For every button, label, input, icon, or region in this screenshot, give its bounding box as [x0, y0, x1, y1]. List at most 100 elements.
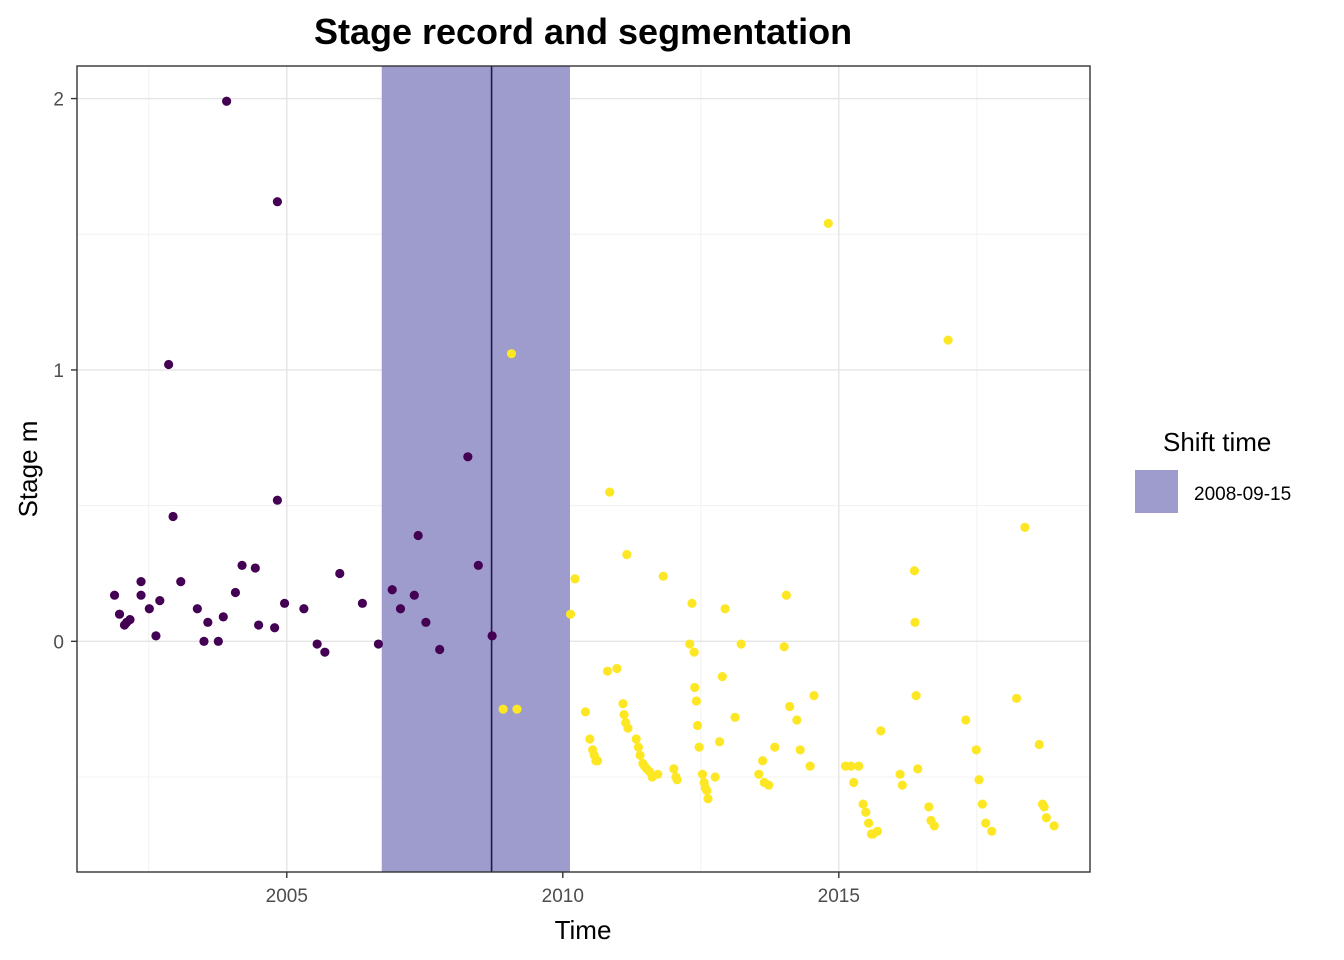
- data-point-segment-1: [176, 577, 186, 587]
- data-point-segment-2: [823, 218, 833, 229]
- data-point-segment-2: [635, 750, 645, 760]
- data-point-segment-2: [849, 777, 859, 788]
- data-point-segment-1: [144, 604, 154, 614]
- data-point-segment-2: [974, 775, 984, 785]
- data-point-segment-2: [585, 734, 595, 744]
- data-point-segment-2: [631, 734, 641, 744]
- data-point-segment-1: [487, 631, 497, 641]
- data-point-segment-1: [270, 623, 280, 633]
- data-point-segment-2: [987, 826, 997, 836]
- data-point-segment-1: [237, 560, 247, 570]
- x-tick-label: 2005: [266, 886, 308, 907]
- data-point-segment-2: [694, 742, 704, 752]
- data-point-segment-2: [897, 780, 907, 790]
- data-point-segment-2: [770, 742, 780, 752]
- data-points: [109, 96, 1059, 839]
- data-point-segment-2: [692, 720, 703, 731]
- data-point-segment-1: [213, 636, 223, 646]
- data-point-segment-2: [779, 642, 789, 652]
- data-point-segment-1: [109, 590, 120, 600]
- data-point-segment-2: [846, 761, 856, 771]
- data-point-segment-2: [689, 647, 699, 657]
- data-point-segment-1: [199, 636, 209, 646]
- data-point-segment-2: [977, 799, 987, 809]
- data-point-segment-2: [687, 598, 697, 608]
- data-point-segment-2: [690, 682, 700, 693]
- data-point-segment-1: [395, 604, 406, 614]
- data-point-segment-2: [1041, 813, 1051, 823]
- data-point-segment-2: [909, 566, 920, 576]
- y-axis-title: Stage m: [13, 421, 43, 518]
- data-point-segment-2: [910, 617, 920, 627]
- data-point-segment-2: [758, 756, 768, 766]
- shift-interval-band: [381, 66, 570, 872]
- data-point-segment-1: [192, 604, 202, 614]
- panel-border: [76, 65, 1091, 873]
- data-point-segment-2: [876, 726, 886, 736]
- data-point-segment-1: [114, 609, 125, 619]
- data-point-segment-1: [151, 631, 161, 641]
- data-point-segment-2: [672, 775, 682, 785]
- data-point-segment-2: [622, 549, 632, 560]
- data-point-segment-2: [653, 769, 663, 779]
- data-point-segment-2: [1034, 739, 1044, 750]
- data-point-segment-1: [250, 563, 260, 573]
- data-point-segment-2: [697, 769, 708, 779]
- data-point-segment-1: [203, 617, 213, 627]
- data-point-segment-2: [805, 761, 815, 771]
- x-tick-label: 2015: [818, 886, 860, 907]
- data-point-segment-2: [754, 769, 764, 779]
- data-point-segment-2: [913, 764, 923, 774]
- data-point-segment-1: [254, 620, 264, 630]
- data-point-segment-2: [658, 571, 668, 581]
- data-point-segment-2: [730, 712, 740, 722]
- data-point-segment-2: [1020, 522, 1030, 532]
- data-point-segment-2: [703, 794, 713, 804]
- data-point-segment-2: [602, 666, 613, 676]
- data-point-segment-2: [512, 704, 522, 714]
- data-point-segment-1: [312, 639, 322, 649]
- data-point-segment-1: [435, 644, 445, 655]
- data-point-segment-1: [373, 639, 384, 649]
- data-point-segment-1: [155, 596, 165, 606]
- data-point-segment-1: [320, 647, 330, 657]
- data-point-segment-2: [691, 696, 701, 706]
- data-point-segment-2: [685, 639, 695, 649]
- data-point-segment-2: [714, 737, 725, 747]
- data-point-segment-2: [720, 604, 730, 614]
- x-axis: 2005 2010 2015: [266, 872, 860, 907]
- data-point-segment-1: [387, 585, 397, 595]
- data-point-segment-2: [764, 780, 774, 790]
- legend-key-shift-time: [1135, 470, 1178, 513]
- panel-background: [77, 66, 1090, 872]
- data-point-segment-1: [473, 560, 483, 570]
- data-point-segment-2: [864, 818, 874, 828]
- data-point-segment-2: [570, 574, 580, 584]
- data-point-segment-2: [633, 742, 644, 752]
- data-point-segment-2: [669, 764, 679, 774]
- data-point-segment-2: [592, 756, 603, 766]
- data-point-segment-2: [785, 701, 795, 712]
- data-point-segment-2: [1039, 802, 1049, 812]
- legend-title: Shift time: [1163, 427, 1271, 457]
- legend: Shift time 2008-09-15: [1135, 427, 1291, 513]
- data-point-segment-1: [272, 197, 282, 207]
- data-point-segment-2: [895, 769, 905, 779]
- data-point-segment-2: [580, 707, 591, 717]
- data-point-segment-1: [218, 612, 228, 622]
- data-point-segment-1: [164, 359, 174, 370]
- data-point-segment-2: [612, 663, 622, 674]
- data-point-segment-2: [911, 691, 921, 701]
- data-point-segment-2: [981, 818, 991, 828]
- data-point-segment-2: [717, 672, 727, 682]
- data-point-segment-1: [413, 530, 423, 541]
- y-tick-label: 1: [53, 361, 64, 382]
- data-point-segment-2: [924, 802, 934, 812]
- data-point-segment-2: [623, 723, 633, 733]
- data-point-segment-2: [792, 715, 802, 725]
- data-point-segment-1: [272, 495, 282, 505]
- data-point-segment-1: [279, 598, 290, 608]
- data-point-segment-2: [858, 799, 868, 809]
- data-point-segment-2: [702, 785, 712, 796]
